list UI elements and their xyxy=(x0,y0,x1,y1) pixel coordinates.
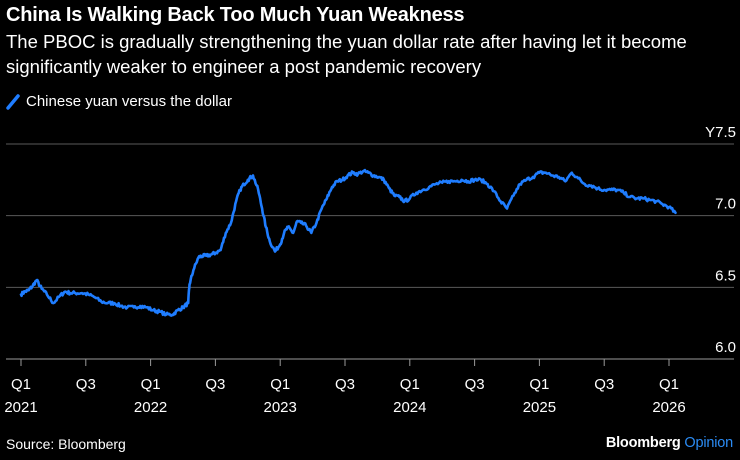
brand-name: Bloomberg xyxy=(605,435,681,451)
x-tick-year: 2023 xyxy=(264,399,297,416)
x-tick-quarter: Q3 xyxy=(594,376,614,393)
y-tick-label: 7.0 xyxy=(715,196,736,213)
y-tick-label: 6.0 xyxy=(715,339,736,356)
x-tick-year: 2022 xyxy=(134,399,167,416)
chart-subtitle: The PBOC is gradually strengthening the … xyxy=(6,31,687,77)
legend-label: Chinese yuan versus the dollar xyxy=(26,93,232,110)
x-tick-quarter: Q1 xyxy=(270,376,290,393)
x-tick-year: 2021 xyxy=(4,399,37,416)
x-axis: Q1 2021 Q3 Q1 2022 Q3 Q1 2023 Q3 Q1 2024 Q3 Q1 2025 Q3… xyxy=(4,359,686,416)
x-tick-quarter: Q3 xyxy=(335,376,355,393)
legend-line-icon xyxy=(6,93,20,110)
series-layer xyxy=(19,168,677,317)
x-tick-quarter: Q1 xyxy=(400,376,420,393)
source-note: Source: Bloomberg xyxy=(6,436,126,452)
x-tick-quarter: Q1 xyxy=(659,376,679,393)
chart-legend: Chinese yuan versus the dollar xyxy=(6,93,232,110)
x-tick-quarter: Q1 xyxy=(529,376,549,393)
x-tick-year: 2025 xyxy=(523,399,556,416)
x-tick-year: 2024 xyxy=(393,399,426,416)
x-tick-quarter: Q1 xyxy=(11,376,31,393)
x-tick-year: 2026 xyxy=(652,399,685,416)
x-tick-quarter: Q3 xyxy=(76,376,96,393)
x-tick-quarter: Q3 xyxy=(205,376,225,393)
series-line-yuan xyxy=(19,168,677,317)
y-tick-label: Y7.5 xyxy=(705,124,736,141)
x-tick-quarter: Q1 xyxy=(141,376,161,393)
brand-suffix: Opinion xyxy=(684,435,733,451)
y-axis: Y7.5 7.0 6.5 6.0 xyxy=(705,124,736,356)
brand-logo: Bloomberg Opinion xyxy=(606,435,733,451)
x-tick-quarter: Q3 xyxy=(465,376,485,393)
gridlines xyxy=(6,143,734,360)
y-tick-label: 6.5 xyxy=(715,267,736,284)
chart-title: China Is Walking Back Too Much Yuan Weak… xyxy=(6,4,465,26)
